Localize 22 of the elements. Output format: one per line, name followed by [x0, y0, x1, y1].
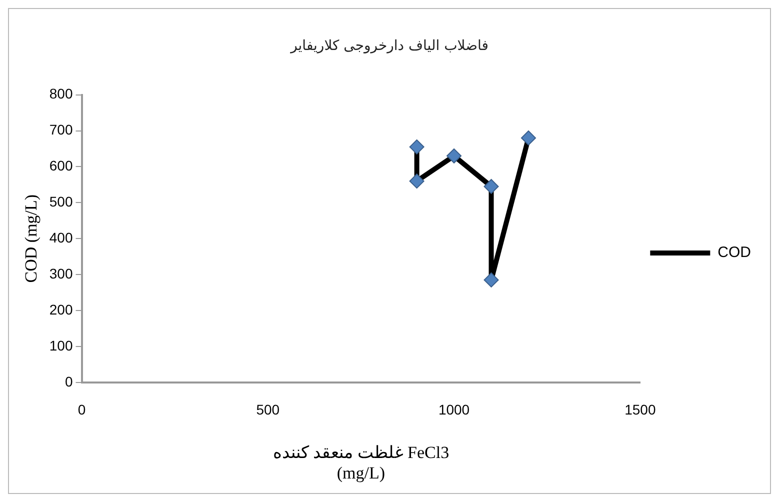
- y-tick-label: 700: [49, 122, 73, 138]
- y-axis-title: COD (mg/L): [22, 194, 41, 283]
- y-tick-label: 500: [49, 194, 73, 210]
- y-tick-label: 800: [49, 86, 73, 102]
- y-tick-label: 100: [49, 337, 73, 354]
- chart-title: فاضلاب الیاف دارخروجی کلاریفایر: [290, 38, 488, 54]
- y-tick-label: 600: [49, 158, 73, 174]
- y-tick-label: 200: [49, 301, 73, 318]
- point: [520, 130, 536, 146]
- y-tick-label: 400: [49, 229, 73, 246]
- point: [484, 272, 499, 288]
- x-tick-label: 500: [256, 402, 280, 418]
- point: [409, 139, 424, 154]
- y-tick-label: 300: [49, 265, 73, 282]
- x-tick-label: 1000: [438, 402, 470, 418]
- y-tick-label: 0: [64, 373, 73, 390]
- x-tick-label: 0: [78, 402, 86, 418]
- point: [409, 174, 424, 189]
- x-tick-label: 1500: [624, 402, 656, 418]
- point: [446, 148, 462, 164]
- legend-label: COD: [718, 244, 752, 262]
- point: [484, 178, 499, 194]
